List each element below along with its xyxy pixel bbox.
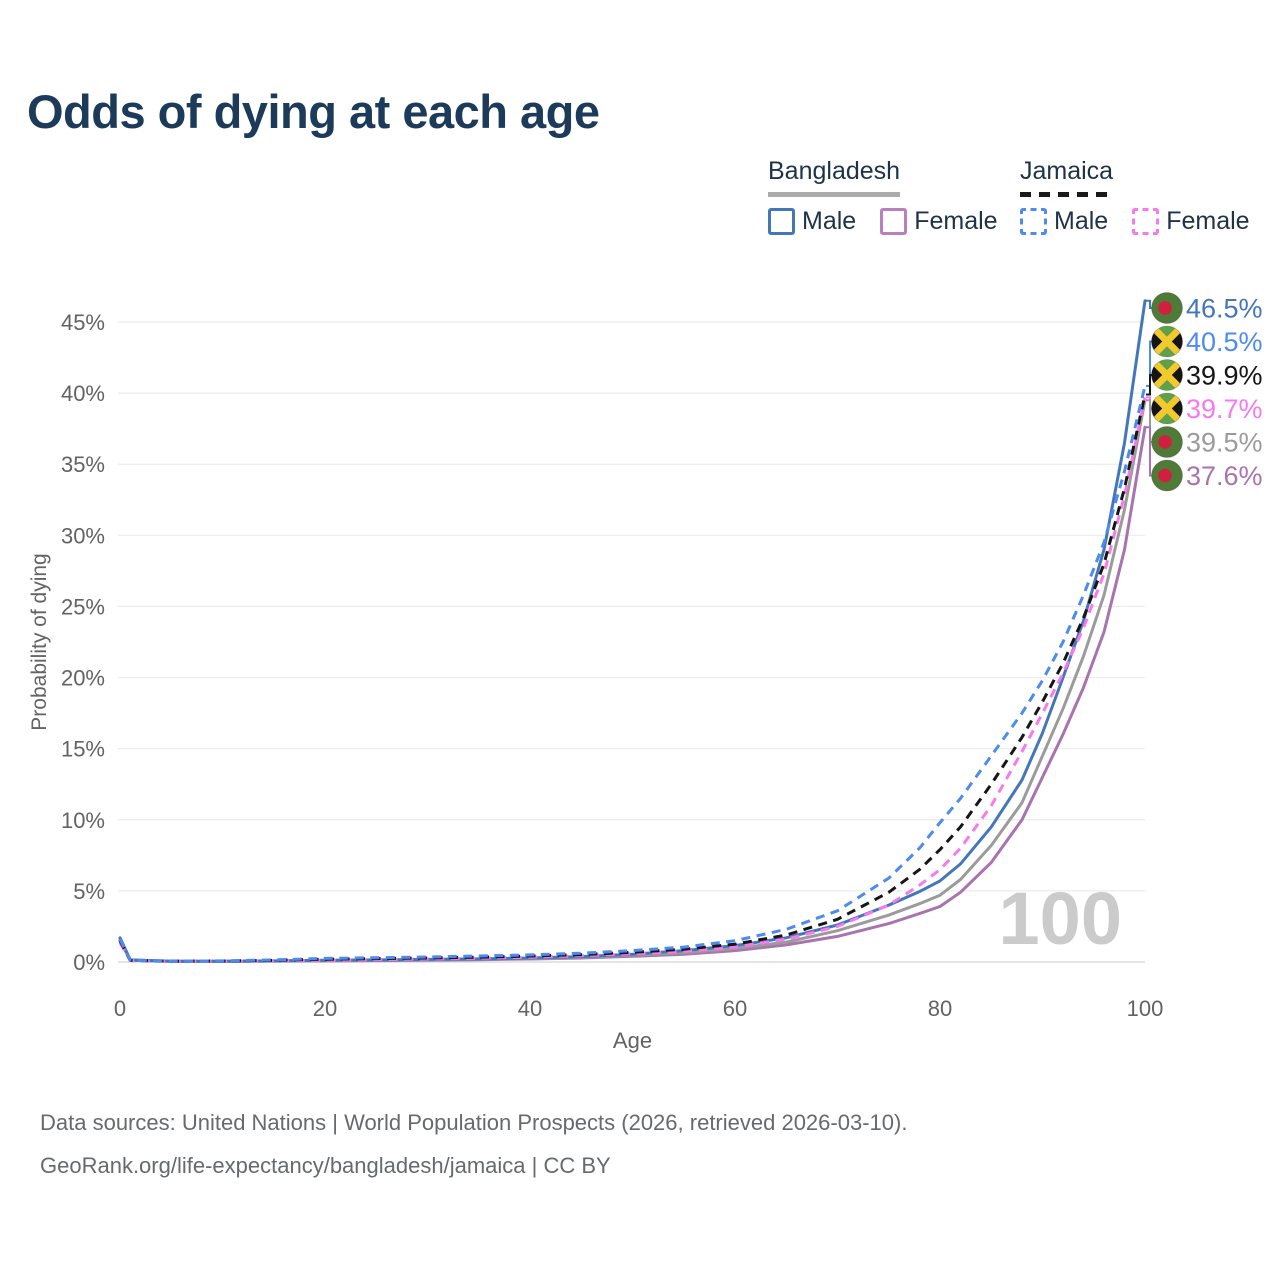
x-tick-label-100: 100 bbox=[1127, 996, 1164, 1021]
x-tick-label-80: 80 bbox=[928, 996, 952, 1021]
age-watermark: 100 bbox=[999, 877, 1122, 960]
series-line-bangladesh-female[interactable] bbox=[118, 425, 1147, 963]
legend-label-bangladesh-female: Female bbox=[914, 206, 998, 235]
footer-attribution: GeoRank.org/life-expectancy/bangladesh/j… bbox=[40, 1152, 611, 1178]
flag-icon-bangladesh bbox=[1151, 426, 1183, 458]
y-tick-label-20: 20% bbox=[61, 666, 105, 691]
legend-item-jamaica-female[interactable]: Female bbox=[1132, 206, 1250, 236]
bangladesh-flag-disc bbox=[1158, 301, 1172, 315]
bangladesh-flag-disc bbox=[1158, 435, 1172, 449]
flag-icon-jamaica bbox=[1151, 325, 1183, 358]
flag-icon-jamaica bbox=[1151, 392, 1183, 425]
end-leader-bangladesh-male bbox=[1146, 299, 1152, 309]
flag-icon-jamaica bbox=[1151, 359, 1183, 391]
flag-icon-bangladesh bbox=[1151, 459, 1183, 492]
flag-icon-bangladesh bbox=[1151, 292, 1183, 324]
jamaica-flag-cross-stripe bbox=[1151, 393, 1183, 424]
y-axis-title: Probability of dying bbox=[28, 553, 51, 730]
legend-label-bangladesh-male: Male bbox=[802, 206, 857, 235]
jamaica-flag-cross-stripe bbox=[1151, 359, 1183, 391]
footer: Data sources: United Nations | World Pop… bbox=[40, 1102, 907, 1188]
legend-swatch-jamaica-male-icon[interactable] bbox=[1020, 207, 1047, 235]
legend-swatch-bangladesh-female-icon[interactable] bbox=[880, 207, 908, 235]
jamaica-flag-ring bbox=[1151, 325, 1183, 358]
end-leader-bangladesh-female bbox=[1146, 426, 1152, 477]
jamaica-flag-ring bbox=[1151, 359, 1183, 391]
y-tick-label-15: 15% bbox=[61, 737, 105, 762]
legend-group-bangladesh: Bangladesh Male Female bbox=[768, 157, 998, 236]
end-value-label-bangladesh-both: 39.5% bbox=[1186, 428, 1263, 458]
legend-country-bangladesh: Bangladesh bbox=[768, 157, 900, 197]
x-tick-label-20: 20 bbox=[313, 996, 337, 1021]
y-tick-label-45: 45% bbox=[61, 310, 105, 335]
footer-data-sources: Data sources: United Nations | World Pop… bbox=[40, 1110, 908, 1135]
legend-swatch-jamaica-female-icon[interactable] bbox=[1132, 207, 1160, 235]
y-tick-label-0: 0% bbox=[73, 950, 105, 975]
jamaica-flag-ring bbox=[1151, 392, 1183, 425]
end-value-label-bangladesh-female: 37.6% bbox=[1186, 461, 1263, 491]
y-tick-label-30: 30% bbox=[61, 523, 105, 548]
y-tick-label-5: 5% bbox=[73, 879, 105, 904]
end-value-label-bangladesh-male: 46.5% bbox=[1186, 294, 1263, 324]
end-value-label-jamaica-both: 39.9% bbox=[1186, 361, 1263, 391]
x-tick-label-0: 0 bbox=[114, 996, 126, 1021]
legend-country-jamaica: Jamaica bbox=[1020, 157, 1113, 197]
end-leader-jamaica-male bbox=[1146, 340, 1152, 387]
jamaica-flag-cross-stripe bbox=[1151, 326, 1183, 357]
y-tick-label-10: 10% bbox=[61, 808, 105, 833]
end-value-label-jamaica-male: 40.5% bbox=[1186, 327, 1263, 357]
series-line-jamaica-male[interactable] bbox=[118, 385, 1147, 963]
page-title: Odds of dying at each age bbox=[27, 85, 600, 138]
y-tick-label-35: 35% bbox=[61, 452, 105, 477]
legend-item-bangladesh-female[interactable]: Female bbox=[880, 206, 998, 236]
x-tick-label-60: 60 bbox=[723, 996, 747, 1021]
legend-label-jamaica-female: Female bbox=[1166, 206, 1250, 235]
legend-item-jamaica-male[interactable]: Male bbox=[1020, 207, 1108, 236]
legend-label-jamaica-male: Male bbox=[1054, 206, 1109, 235]
x-axis-title: Age bbox=[613, 1028, 652, 1053]
series-line-jamaica-female[interactable] bbox=[118, 397, 1147, 963]
legend-item-bangladesh-male[interactable]: Male bbox=[768, 207, 856, 236]
end-leader-jamaica-both bbox=[1146, 374, 1152, 396]
y-tick-label-25: 25% bbox=[61, 594, 105, 619]
y-tick-label-40: 40% bbox=[61, 381, 105, 406]
x-tick-label-40: 40 bbox=[518, 996, 542, 1021]
bangladesh-flag-disc bbox=[1158, 468, 1172, 483]
legend-swatch-bangladesh-male-icon[interactable] bbox=[768, 207, 795, 235]
series-line-bangladesh-both[interactable] bbox=[118, 398, 1147, 963]
end-value-label-jamaica-female: 39.7% bbox=[1186, 394, 1263, 424]
legend-group-jamaica: Jamaica Male Female bbox=[1020, 157, 1250, 236]
